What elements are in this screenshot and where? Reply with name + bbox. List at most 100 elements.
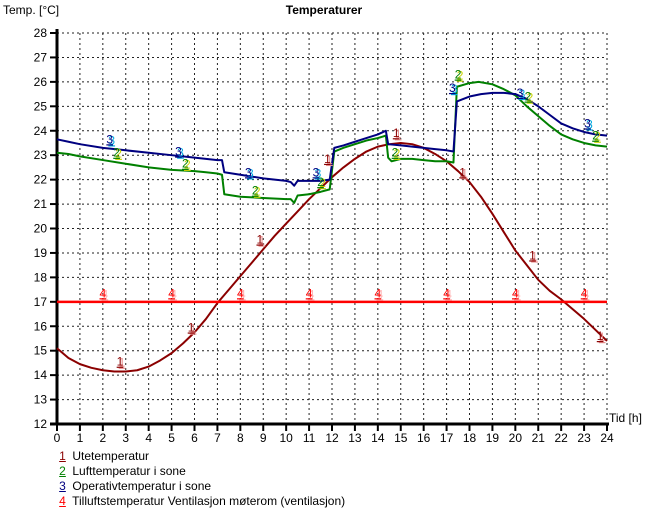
curve-label-3: 3	[584, 116, 591, 130]
curve-label-2: 2	[317, 175, 324, 189]
svg-text:12: 12	[325, 431, 339, 445]
curve-label-shadow: 2	[319, 176, 326, 190]
curve-label-shadow: 4	[376, 287, 383, 301]
svg-text:18: 18	[34, 270, 48, 284]
curve-label-shadow: 2	[184, 158, 191, 172]
svg-text:19: 19	[34, 246, 48, 260]
curve-label-shadow: 3	[586, 117, 593, 131]
curve-label-shadow: 2	[115, 147, 122, 161]
curve-label-shadow: 2	[254, 185, 261, 199]
legend: 1 Utetemperatur 2 Lufttemperatur i sone …	[56, 449, 345, 509]
curve-label-shadow: 3	[108, 133, 115, 147]
svg-text:16: 16	[417, 431, 431, 445]
svg-text:11: 11	[303, 431, 316, 445]
svg-text:3: 3	[122, 431, 129, 445]
legend-label-2: Lufttemperatur i sone	[72, 464, 186, 478]
svg-text:23: 23	[577, 431, 591, 445]
curve-label-4: 4	[374, 286, 381, 300]
curve-label-shadow: 4	[583, 287, 590, 301]
curve-label-1: 1	[529, 248, 536, 262]
legend-item-utetemperatur: 1 Utetemperatur	[56, 449, 345, 464]
gridlines	[57, 32, 608, 424]
series-3-operativtemperatur-i-sone	[56, 91, 608, 187]
svg-text:27: 27	[34, 50, 48, 64]
svg-text:13: 13	[348, 431, 362, 445]
curve-label-2: 2	[455, 68, 462, 82]
svg-text:6: 6	[191, 431, 198, 445]
curve-label-shadow: 1	[395, 127, 402, 141]
svg-text:20: 20	[509, 431, 523, 445]
curve-label-shadow: 4	[308, 287, 315, 301]
svg-text:20: 20	[34, 222, 48, 236]
legend-item-lufttemperatur: 2 Lufttemperatur i sone	[56, 464, 345, 479]
curve-label-shadow: 4	[514, 287, 521, 301]
curve-label-3: 3	[517, 86, 524, 100]
svg-text:15: 15	[394, 431, 408, 445]
series-2-lufttemperatur-i-sone	[56, 80, 608, 204]
svg-text:12: 12	[34, 417, 48, 431]
svg-text:5: 5	[168, 431, 175, 445]
curve-label-shadow: 3	[519, 87, 526, 101]
curve-label-4: 4	[581, 286, 588, 300]
curve-label-2: 2	[525, 90, 532, 104]
legend-key-2: 2	[59, 464, 66, 478]
curve-label-shadow: 3	[247, 166, 254, 180]
curve-label-4: 4	[306, 286, 313, 300]
svg-text:9: 9	[260, 431, 267, 445]
curve-label-shadow: 1	[531, 249, 538, 263]
curve-label-2: 2	[252, 184, 259, 198]
x-axis-title: Tid [h]	[609, 411, 642, 425]
curve-label-3: 3	[449, 81, 456, 95]
legend-label-1: Utetemperatur	[72, 449, 150, 463]
svg-text:26: 26	[34, 75, 48, 89]
svg-text:1: 1	[77, 431, 84, 445]
svg-text:19: 19	[486, 431, 500, 445]
curve-label-shadow: 1	[461, 166, 468, 180]
svg-text:25: 25	[34, 99, 48, 113]
axes	[50, 29, 609, 426]
curve-label-1: 1	[459, 165, 466, 179]
svg-text:18: 18	[463, 431, 477, 445]
curve-label-shadow: 2	[457, 69, 464, 83]
curve-label-1: 1	[117, 355, 124, 369]
svg-text:13: 13	[34, 393, 48, 407]
curve-label-3: 3	[175, 145, 182, 159]
curve-label-shadow: 2	[394, 147, 401, 161]
curve-label-1: 1	[256, 232, 263, 246]
curve-label-4: 4	[168, 286, 175, 300]
svg-text:28: 28	[34, 26, 48, 40]
curve-label-shadow: 1	[258, 233, 265, 247]
y-axis-title: Temp. [°C]	[3, 3, 60, 17]
chart-title: Temperaturer	[285, 3, 363, 17]
svg-text:7: 7	[214, 431, 221, 445]
svg-text:22: 22	[34, 173, 48, 187]
svg-text:23: 23	[34, 148, 48, 162]
legend-key-3: 3	[59, 479, 66, 493]
curve-label-shadow: 2	[527, 91, 534, 105]
svg-text:22: 22	[554, 431, 568, 445]
curve-label-shadow: 1	[599, 330, 606, 344]
curve-label-shadow: 4	[101, 287, 108, 301]
legend-item-tilluftstemperatur: 4 Tilluftstemperatur Ventilasjon møterom…	[56, 494, 345, 509]
curve-label-shadow: 4	[170, 287, 177, 301]
curve-label-3: 3	[313, 165, 320, 179]
svg-text:14: 14	[34, 368, 48, 382]
svg-text:10: 10	[279, 431, 293, 445]
svg-text:15: 15	[34, 344, 48, 358]
curve-label-1: 1	[597, 329, 604, 343]
curve-label-shadow: 1	[190, 321, 197, 335]
curve-label-shadow: 4	[239, 287, 246, 301]
curve-label-3: 3	[106, 132, 113, 146]
legend-key-4: 4	[59, 494, 66, 508]
svg-text:14: 14	[371, 431, 385, 445]
curve-label-4: 4	[443, 286, 450, 300]
legend-label-4: Tilluftstemperatur Ventilasjon møterom (…	[72, 494, 346, 508]
temperature-plot-canvas: 0 1 2 3 4 5 6 7 8 9 10 11 12 13 14 15 16 17 18 19 20 21 22 23 24…	[34, 26, 614, 445]
svg-text:8: 8	[237, 431, 244, 445]
legend-key-1: 1	[59, 449, 66, 463]
svg-text:17: 17	[440, 431, 454, 445]
svg-text:0: 0	[54, 431, 61, 445]
tick-labels: 0 1 2 3 4 5 6 7 8 9 10 11 12 13 14 15 16 17 18 19 20 21 22 23 24…	[34, 26, 614, 445]
